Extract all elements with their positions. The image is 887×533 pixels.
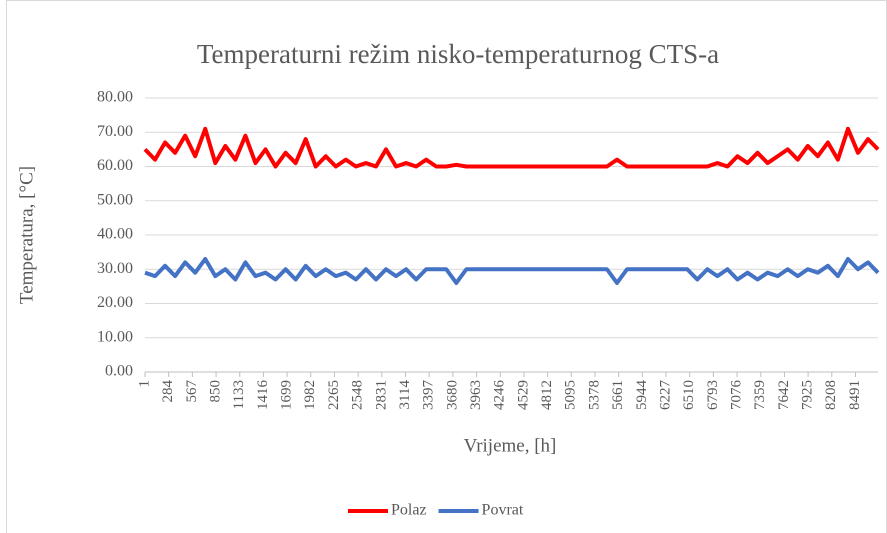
x-axis-label: Vrijeme, [h] — [464, 435, 557, 456]
x-tick-label: 8208 — [823, 380, 839, 410]
x-tick-label: 4812 — [539, 380, 555, 410]
x-tick-label: 6510 — [681, 380, 697, 410]
series-line — [144, 256, 880, 285]
y-axis-label: Temperatura, [°C] — [16, 166, 37, 304]
x-tick-label: 4529 — [515, 380, 531, 410]
y-tick-label: 40.00 — [97, 226, 133, 243]
x-tick-label: 7359 — [752, 380, 768, 410]
x-tick-label: 1133 — [231, 380, 247, 409]
x-tick-label: 850 — [207, 380, 223, 403]
y-tick-label: 20.00 — [97, 294, 133, 311]
x-tick-label: 567 — [184, 380, 200, 403]
x-tick-label: 6227 — [657, 380, 673, 411]
x-tick-label: 5944 — [634, 380, 650, 411]
x-tick-label: 8491 — [847, 380, 863, 410]
x-tick-label: 7925 — [800, 380, 816, 410]
x-tick-label: 4246 — [492, 380, 508, 411]
series-line — [143, 126, 880, 169]
x-tick-label: 5095 — [563, 380, 579, 410]
legend-label: Polaz — [391, 502, 427, 519]
x-tick-label: 6793 — [705, 380, 721, 410]
x-tick-label: 5661 — [610, 380, 626, 410]
x-tick-label: 1699 — [279, 380, 295, 410]
x-tick-label: 1 — [136, 380, 152, 388]
y-tick-label: 30.00 — [97, 260, 133, 277]
x-tick-label: 1982 — [302, 380, 318, 410]
chart-frame — [6, 0, 887, 533]
x-tick-label: 3397 — [421, 380, 437, 411]
x-tick-label: 7076 — [729, 380, 745, 411]
y-tick-label: 80.00 — [97, 89, 133, 106]
x-tick-label: 3680 — [444, 380, 460, 410]
x-tick-label: 1416 — [255, 380, 271, 411]
x-tick-label: 2548 — [350, 380, 366, 410]
y-tick-label: 10.00 — [97, 328, 133, 345]
x-tick-label: 2831 — [373, 380, 389, 410]
x-tick-label: 284 — [160, 380, 176, 403]
legend-label: Povrat — [482, 502, 524, 519]
y-tick-label: 60.00 — [97, 157, 133, 174]
x-tick-label: 5378 — [586, 380, 602, 410]
x-tick-label: 3963 — [468, 380, 484, 410]
x-tick-label: 3114 — [397, 380, 413, 410]
x-tick-label: 2265 — [326, 380, 342, 410]
y-tick-label: 70.00 — [97, 123, 133, 140]
y-tick-label: 50.00 — [97, 191, 133, 208]
chart-title: Temperaturni režim nisko-temperaturnog C… — [197, 39, 719, 69]
y-tick-label: 0.00 — [105, 363, 133, 380]
x-tick-label: 7642 — [776, 380, 792, 410]
